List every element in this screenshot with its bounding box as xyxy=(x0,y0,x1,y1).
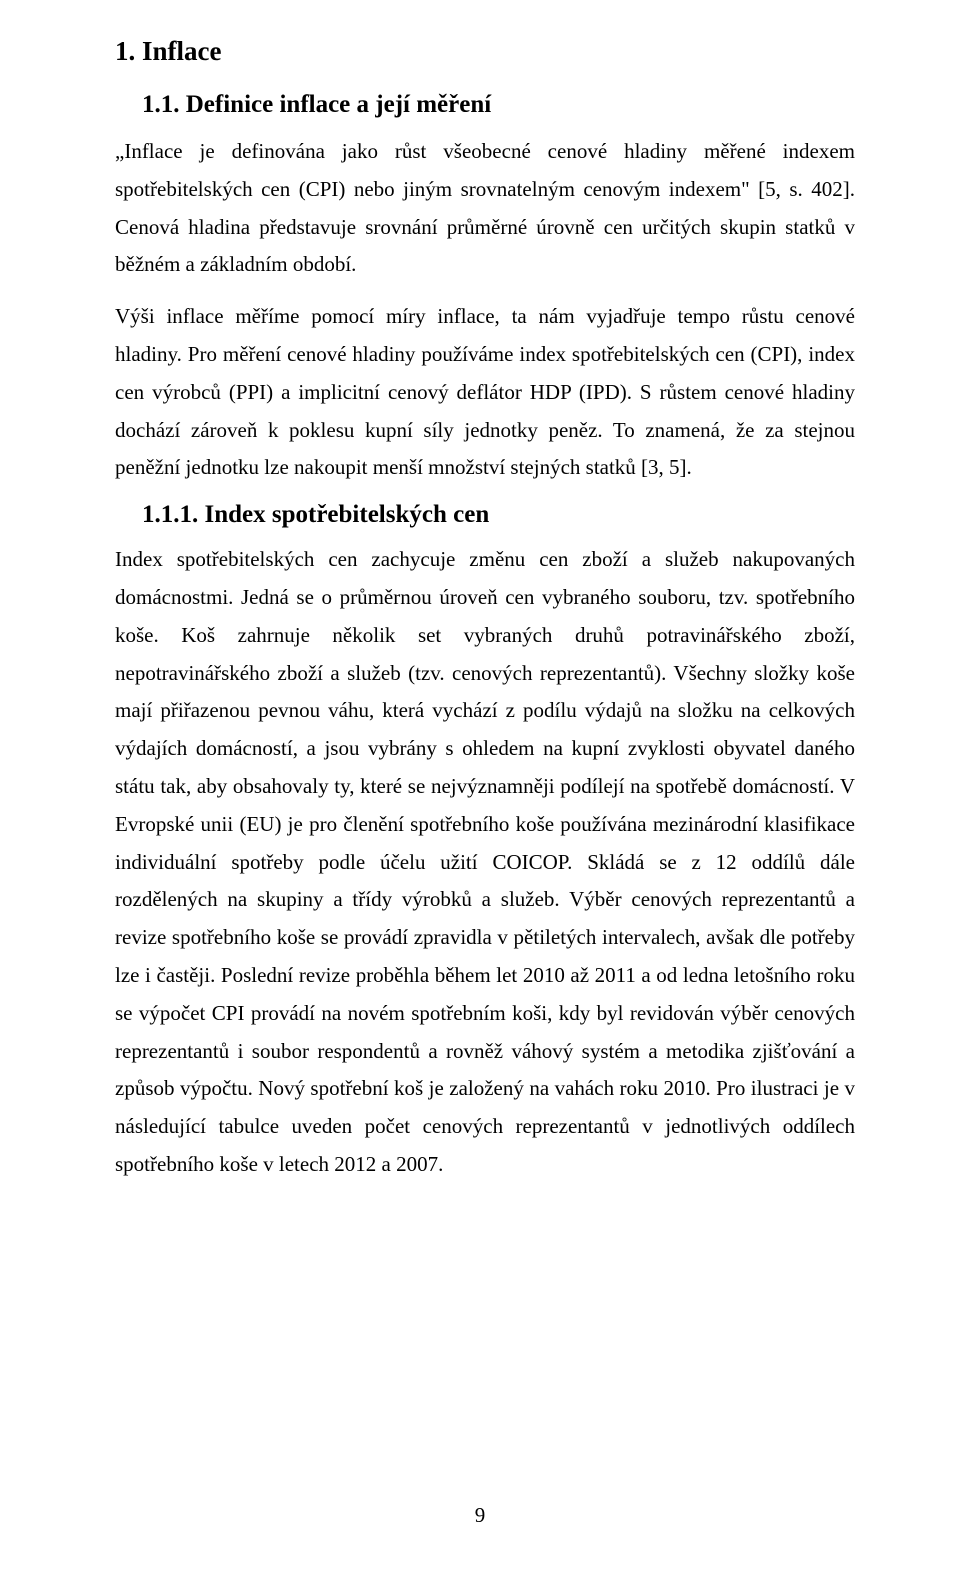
heading-1-1-1: 1.1.1. Index spotřebitelských cen xyxy=(142,501,855,529)
paragraph-intro: „Inflace je definována jako růst všeobec… xyxy=(115,133,855,284)
heading-1: 1. Inflace xyxy=(115,36,855,67)
paragraph-cpi: Index spotřebitelských cen zachycuje změ… xyxy=(115,541,855,1184)
heading-1-1: 1.1. Definice inflace a její měření xyxy=(142,91,855,119)
paragraph-measurement: Výši inflace měříme pomocí míry inflace,… xyxy=(115,298,855,487)
page-number: 9 xyxy=(0,1503,960,1528)
